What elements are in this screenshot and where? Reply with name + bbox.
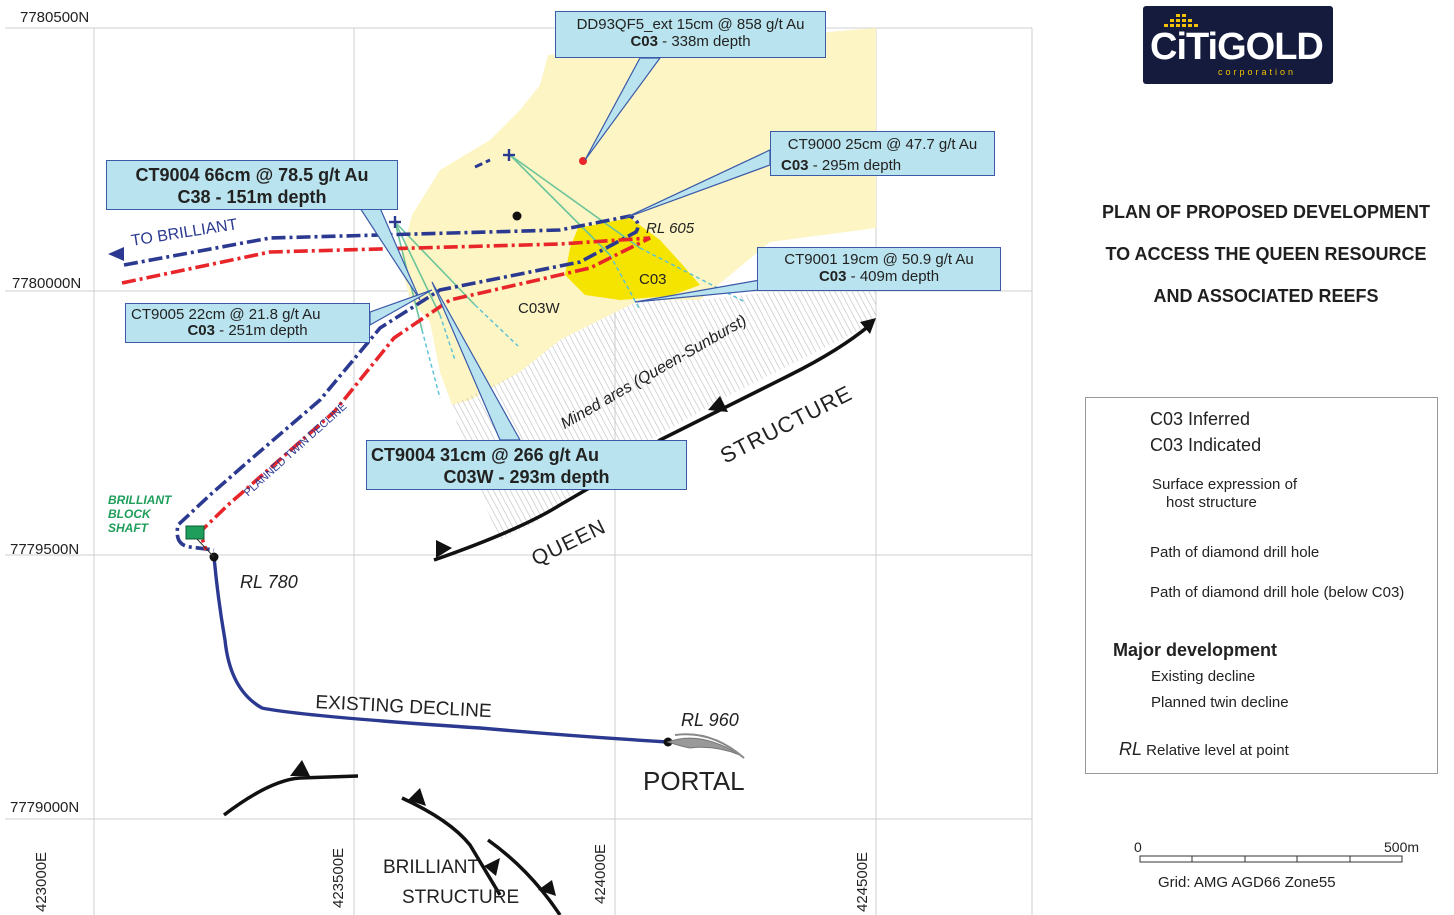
rl960-label: RL 960 [681, 710, 739, 730]
c03w-label: C03W [518, 300, 560, 317]
reef-code: C03 [818, 268, 847, 285]
easting-label: 423500E [330, 847, 347, 908]
drill-collars [389, 149, 515, 228]
legend-planned: Planned twin decline [1151, 694, 1289, 711]
title-line: AND ASSOCIATED REEFS [1153, 286, 1379, 306]
northing-label: 7779000N [10, 799, 80, 816]
depth-text: - 338m depth [657, 33, 751, 50]
c03-indicated-area [565, 218, 700, 300]
legend-rl-text: Relative level at point [1142, 742, 1289, 759]
portal-label: PORTAL [643, 766, 745, 796]
scale-zero: 0 [1134, 839, 1142, 855]
title-line: TO ACCESS THE QUEEN RESOURCE [1105, 244, 1427, 264]
callout-line: CT9004 31cm @ 266 g/t Au [371, 445, 599, 465]
c03-label: C03 [639, 271, 667, 288]
legend-major: Major development [1113, 640, 1278, 660]
rl605-label: RL 605 [646, 220, 695, 237]
planned-decline-red [121, 236, 651, 551]
legend-indicated: C03 Indicated [1150, 435, 1262, 455]
northing-label: 7779500N [10, 541, 80, 558]
scale-bar [1139, 855, 1403, 863]
shaft-label-line: BRILLIANT [108, 493, 172, 507]
c03-inferred-area [400, 28, 876, 405]
legend-rl-prefix: RL [1119, 739, 1143, 759]
legend-surface-1: Surface expression of [1152, 476, 1298, 493]
callout-line: C03 - 338m depth [556, 33, 825, 50]
callout-line: C38 - 151m depth [177, 187, 327, 207]
logo-name: CiTiGOLD [1150, 26, 1324, 68]
callout-line: CT9005 22cm @ 21.8 g/t Au [131, 306, 321, 323]
legend-existing: Existing decline [1151, 668, 1256, 685]
planned-decline-blue [123, 214, 640, 552]
callout-dd93qf5: DD93QF5_ext 15cm @ 858 g/t Au C03 - 338m… [555, 11, 826, 58]
shaft-label: BRILLIANT BLOCK SHAFT [108, 493, 171, 535]
host-structures [222, 323, 872, 915]
northing-label: 7780000N [12, 275, 82, 292]
logo-graphic [1143, 6, 1333, 84]
depth-text: - 409m depth [846, 268, 940, 285]
callout-line: C03 - 295m depth [771, 157, 994, 174]
brilliant-structure-label: STRUCTURE [402, 887, 520, 908]
shaft-label-line: SHAFT [108, 521, 148, 535]
drill-holes [394, 154, 746, 399]
legend-rl: RL Relative level at point [1119, 739, 1289, 760]
depth-text: - 251m depth [214, 322, 308, 339]
easting-label: 423000E [33, 851, 50, 912]
callout-ct9001: CT9001 19cm @ 50.9 g/t Au C03 - 409m dep… [757, 247, 1001, 291]
brilliant-label: BRILLIANT [383, 857, 480, 878]
legend-drill-below: Path of diamond drill hole (below C03) [1150, 584, 1405, 601]
legend-drill: Path of diamond drill hole [1150, 544, 1320, 561]
legend-inferred: C03 Inferred [1150, 409, 1251, 429]
callout-line: CT9001 19cm @ 50.9 g/t Au [784, 251, 974, 268]
existing-decline [212, 556, 669, 744]
rl780-label: RL 780 [240, 572, 298, 592]
callout-line: C03 - 409m depth [758, 268, 1000, 285]
easting-label: 424500E [854, 851, 871, 912]
callout-ct9005: CT9005 22cm @ 21.8 g/t Au C03 - 251m dep… [125, 303, 370, 343]
structure-triangles [290, 318, 876, 896]
callout-ct9000: CT9000 25cm @ 47.7 g/t Au C03 - 295m dep… [770, 131, 995, 176]
shaft-marker [185, 525, 205, 540]
callout-line: C03W - 293m depth [443, 467, 610, 487]
reef-code: C03 [781, 157, 809, 174]
grid-reference: Grid: AMG AGD66 Zone55 [1158, 874, 1336, 891]
callout-line: DD93QF5_ext 15cm @ 858 g/t Au [576, 16, 805, 33]
callout-ct9004-c03w: CT9004 31cm @ 266 g/t Au C03W - 293m dep… [366, 440, 687, 490]
portal-shape [666, 737, 741, 756]
legend-box: C03 Inferred C03 Indicated Surface expre… [1085, 397, 1438, 774]
callout-line: CT9000 25cm @ 47.7 g/t Au [787, 136, 978, 153]
legend-surface-2: host structure [1166, 494, 1257, 511]
callout-line: C03 - 251m depth [126, 323, 369, 339]
northing-label: 7780500N [20, 9, 90, 26]
to-brilliant-arrow [108, 247, 124, 261]
callout-pointers [358, 57, 771, 441]
map-title: PLAN OF PROPOSED DEVELOPMENT TO ACCESS T… [1080, 202, 1452, 328]
callout-ct9004-c38: CT9004 66cm @ 78.5 g/t Au C38 - 151m dep… [106, 160, 398, 210]
shaft-label-line: BLOCK [108, 507, 151, 521]
depth-text: - 295m depth [808, 157, 902, 174]
logo-wordmark: CiTiGOLD [1150, 26, 1324, 69]
easting-label: 424000E [592, 843, 609, 904]
reef-code: C03 [630, 33, 658, 50]
logo-subtext: corporation [1218, 67, 1297, 77]
title-line: PLAN OF PROPOSED DEVELOPMENT [1101, 202, 1431, 222]
scale-max: 500m [1384, 839, 1420, 855]
callout-line: CT9004 66cm @ 78.5 g/t Au [135, 165, 369, 185]
reef-code: C03 [187, 322, 215, 339]
